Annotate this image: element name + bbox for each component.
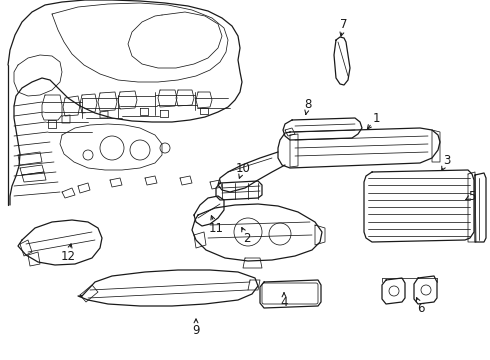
Text: 7: 7 <box>340 18 348 31</box>
Text: 8: 8 <box>304 99 312 112</box>
Text: 4: 4 <box>280 297 288 310</box>
Text: 6: 6 <box>417 302 425 315</box>
Text: 10: 10 <box>236 162 250 175</box>
Text: 1: 1 <box>372 112 380 125</box>
Text: 2: 2 <box>243 231 251 244</box>
Text: 5: 5 <box>468 189 476 202</box>
Text: 9: 9 <box>192 324 200 337</box>
Text: 12: 12 <box>60 249 75 262</box>
Text: 11: 11 <box>209 221 223 234</box>
Text: 3: 3 <box>443 153 451 166</box>
